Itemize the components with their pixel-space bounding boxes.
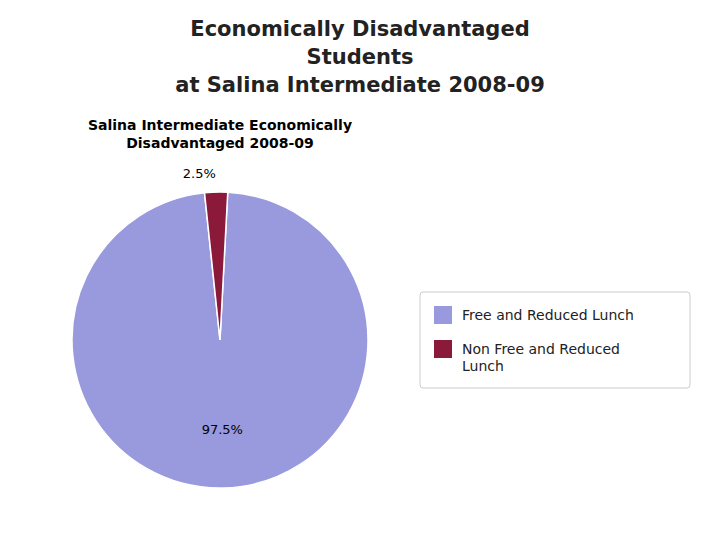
text-line: Economically Disadvantaged [190,17,529,41]
subtitle: Salina Intermediate Economically Disadvan… [88,117,352,151]
pie-slice [205,192,228,340]
text-line: Salina Intermediate Economically [88,117,352,133]
text-line: Students [307,45,414,69]
title: Economically Disadvantaged Students at Sal… [175,17,545,97]
text-line: Lunch [462,358,504,374]
legend-swatch [434,340,452,358]
data-labels: 97.5% 2.5% [183,166,243,437]
legend: Free and Reduced Lunch Non Free and Reduc… [420,292,690,388]
legend-label: Non Free and ReducedLunch [462,341,620,374]
legend-label: Free and Reduced Lunch [462,307,634,323]
pie [72,192,368,488]
chart-svg: Economically Disadvantaged Students at Sal… [0,0,720,540]
text-line: Disadvantaged 2008-09 [126,135,314,151]
legend-swatch [434,306,452,324]
legend-frame [420,292,690,388]
pie-slice [72,192,368,488]
data-label: 2.5% [183,166,216,181]
chart-container: Economically Disadvantaged Students at Sal… [0,0,720,540]
text-line: Non Free and Reduced [462,341,620,357]
text-line: Free and Reduced Lunch [462,307,634,323]
text-line: at Salina Intermediate 2008-09 [175,73,545,97]
data-label: 97.5% [202,422,243,437]
